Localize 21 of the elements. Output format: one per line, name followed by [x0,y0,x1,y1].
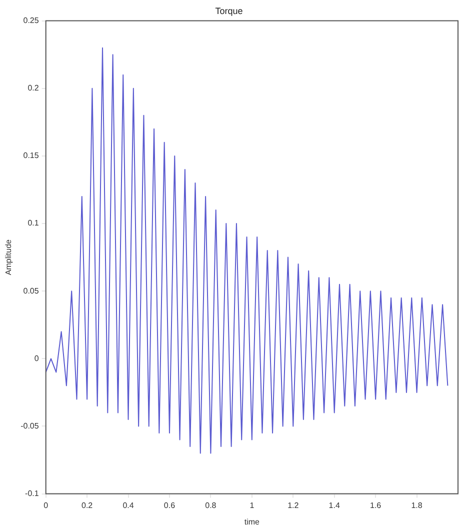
x-tick-label: 0 [44,500,49,510]
y-tick-label: -0.05 [20,421,40,430]
x-tick-label: 1.2 [288,500,300,510]
x-tick-label: 0.8 [205,500,217,510]
chart-title: Torque [215,6,243,16]
y-axis-title: Amplitude [4,238,14,276]
y-tick-label: 0.05 [23,286,40,296]
x-tick-label: 1 [250,500,255,510]
y-tick-label: 0 [34,354,40,363]
y-tick-label: 0.1 [28,218,40,228]
x-tick-label: 0.4 [122,500,134,510]
y-tick-label: 0.25 [23,16,40,26]
y-tick-label: 0.2 [28,84,40,93]
x-tick-label: 1.6 [370,500,382,510]
y-tick-label: -0.1 [25,489,40,498]
x-tick-label: 0.6 [164,500,176,510]
x-axis-title: time [244,517,260,526]
x-tick-label: 0.2 [81,500,94,510]
x-tick-label: 1.8 [411,500,423,510]
x-tick-label: 1.4 [328,500,340,510]
y-tick-label: 0.15 [23,151,40,160]
